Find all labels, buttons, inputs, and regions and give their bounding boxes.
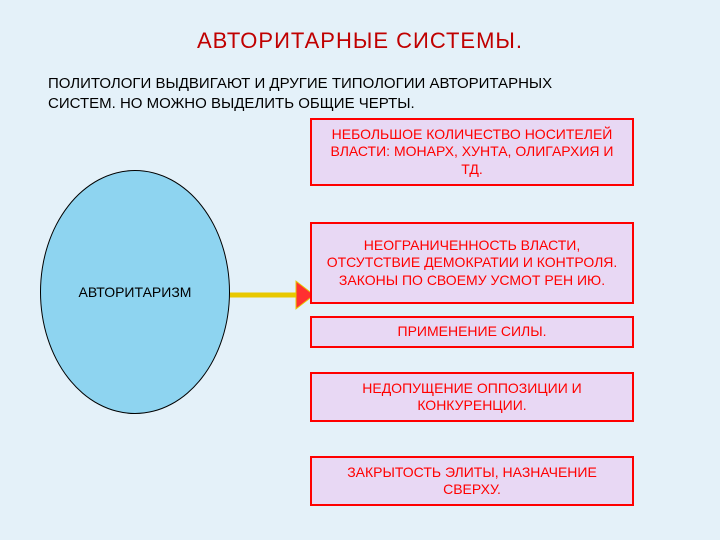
feature-box-text: НЕДОПУЩЕНИЕ ОППОЗИЦИИ И КОНКУРЕНЦИИ.: [320, 380, 624, 415]
feature-box-1: НЕОГРАНИЧЕННОСТЬ ВЛАСТИ, ОТСУТСТВИЕ ДЕМО…: [310, 222, 634, 304]
page-title: АВТОРИТАРНЫЕ СИСТЕМЫ.: [0, 28, 720, 54]
arrow-icon: [230, 277, 318, 313]
ellipse-label: АВТОРИТАРИЗМ: [79, 284, 192, 300]
subtitle: ПОЛИТОЛОГИ ВЫДВИГАЮТ И ДРУГИЕ ТИПОЛОГИИ …: [48, 74, 608, 113]
feature-box-3: НЕДОПУЩЕНИЕ ОППОЗИЦИИ И КОНКУРЕНЦИИ.: [310, 372, 634, 422]
feature-box-text: ЗАКРЫТОСТЬ ЭЛИТЫ, НАЗНАЧЕНИЕ СВЕРХУ.: [320, 464, 624, 499]
feature-box-text: НЕБОЛЬШОЕ КОЛИЧЕСТВО НОСИТЕЛЕЙ ВЛАСТИ: М…: [320, 126, 624, 179]
ellipse-authoritarianism: АВТОРИТАРИЗМ: [40, 170, 230, 414]
feature-box-2: ПРИМЕНЕНИЕ СИЛЫ.: [310, 316, 634, 348]
feature-box-4: ЗАКРЫТОСТЬ ЭЛИТЫ, НАЗНАЧЕНИЕ СВЕРХУ.: [310, 456, 634, 506]
feature-box-text: НЕОГРАНИЧЕННОСТЬ ВЛАСТИ, ОТСУТСТВИЕ ДЕМО…: [320, 237, 624, 290]
feature-box-text: ПРИМЕНЕНИЕ СИЛЫ.: [398, 323, 547, 341]
feature-box-0: НЕБОЛЬШОЕ КОЛИЧЕСТВО НОСИТЕЛЕЙ ВЛАСТИ: М…: [310, 118, 634, 186]
